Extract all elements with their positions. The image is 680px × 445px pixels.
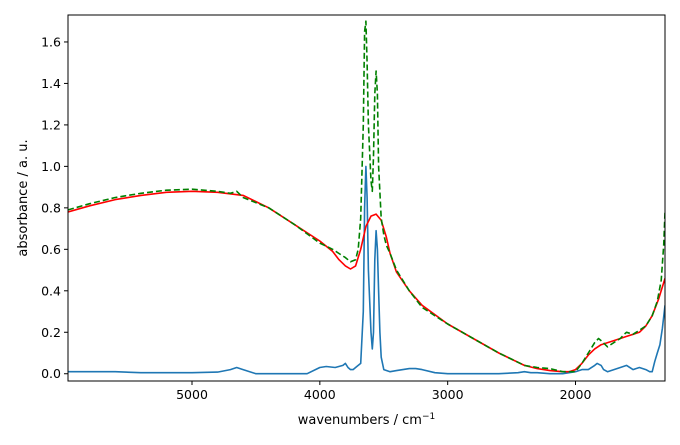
y-tick-label: 1.4 bbox=[41, 76, 61, 91]
y-axis-title: absorbance / a. u. bbox=[16, 139, 31, 256]
x-axis-title: wavenumbers / cm−1 bbox=[298, 412, 436, 428]
x-axis-title-superscript: −1 bbox=[422, 412, 435, 422]
y-tick-label: 0.8 bbox=[41, 200, 61, 215]
y-tick-label: 0.4 bbox=[41, 283, 61, 298]
y-tick-label: 0.2 bbox=[41, 325, 61, 340]
x-tick-label: 4000 bbox=[304, 387, 336, 402]
y-tick-label: 0.6 bbox=[41, 242, 61, 257]
y-tick-label: 0.0 bbox=[41, 366, 61, 381]
plot-area-frame bbox=[67, 14, 666, 382]
y-tick-label: 1.2 bbox=[41, 117, 61, 132]
y-axis: 0.0 0.2 0.4 0.6 0.8 1.0 1.2 1.4 1.6 bbox=[41, 34, 68, 381]
x-tick-label: 3000 bbox=[432, 387, 464, 402]
series-line-3 bbox=[68, 20, 665, 373]
series-line-1 bbox=[68, 165, 665, 375]
x-axis-title-text: wavenumbers / cm bbox=[298, 413, 422, 428]
x-tick-label: 2000 bbox=[560, 387, 592, 402]
x-tick-label: 5000 bbox=[176, 387, 208, 402]
x-axis: 5000 4000 3000 2000 bbox=[176, 381, 591, 402]
series-layer bbox=[68, 20, 665, 375]
y-tick-label: 1.0 bbox=[41, 159, 61, 174]
y-tick-label: 1.6 bbox=[41, 34, 61, 49]
